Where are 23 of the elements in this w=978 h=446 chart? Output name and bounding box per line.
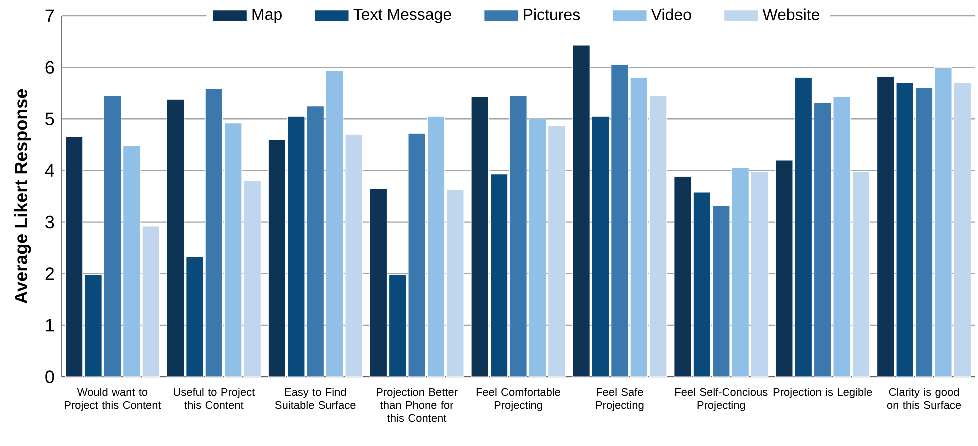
y-tick-label: 1 (46, 319, 54, 332)
y-tick-label: 2 (46, 268, 54, 280)
x-tick-label: Easy to Find Suitable Surface (275, 388, 356, 410)
y-axis-title: Average Likert Response (14, 89, 32, 304)
legend-label: Map (252, 9, 282, 24)
x-tick-label: Projection Better than Phone for this Content (377, 388, 458, 422)
legend-label: Website (762, 8, 820, 20)
x-tick-label: Useful to Project this Content (174, 388, 256, 410)
x-tick-label: Feel Self-Concious Projecting (676, 388, 768, 412)
y-tick-label: 5 (46, 112, 54, 126)
legend-label: Video (651, 8, 692, 20)
x-tick-label: Feel Comfortable Projecting (476, 388, 561, 412)
y-tick-label: 3 (46, 216, 54, 229)
y-tick-label: 4 (45, 164, 54, 177)
x-tick-label: Would want to Project this Content (65, 388, 162, 412)
x-tick-label: Feel Safe Projecting (596, 388, 644, 412)
legend-label: Pictures (524, 8, 580, 20)
y-tick-label: 6 (46, 61, 54, 74)
legend-label: Text Message (354, 9, 452, 24)
y-tick-label: 7 (46, 10, 54, 22)
y-tick-label: 0 (46, 370, 54, 384)
x-tick-label: Projection is Legible (774, 388, 872, 398)
x-tick-label: Clarity is good on this Surface (887, 388, 962, 410)
